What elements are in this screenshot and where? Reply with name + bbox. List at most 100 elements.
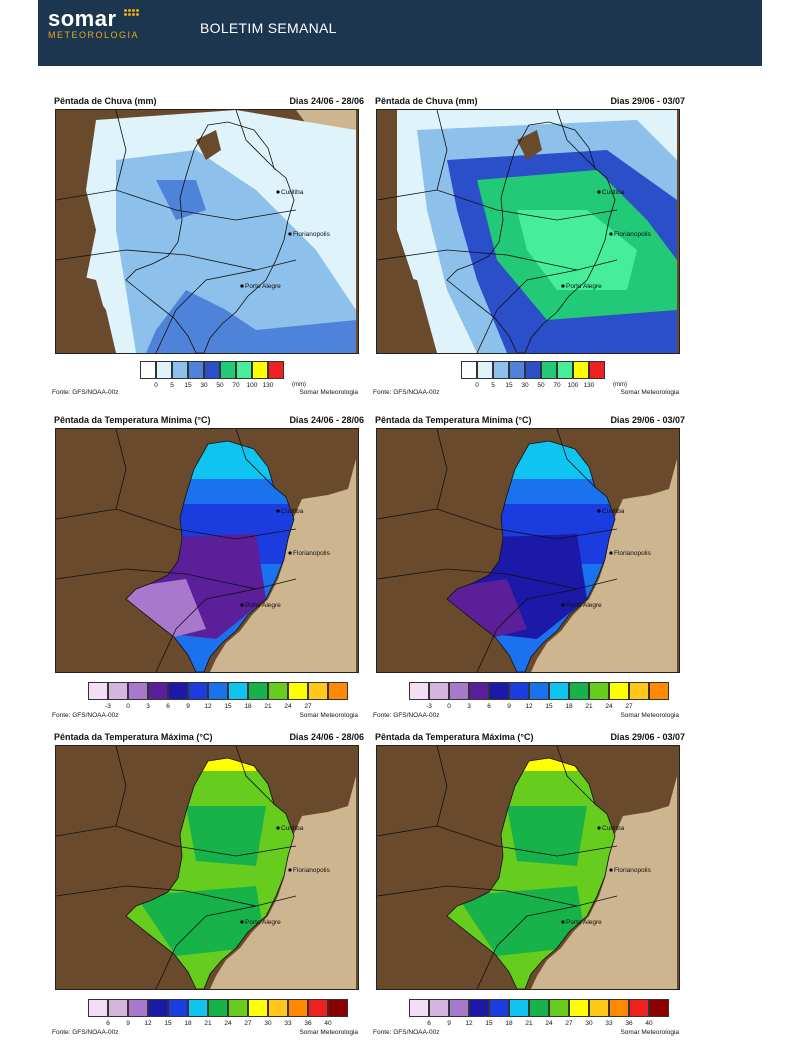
region-outline xyxy=(125,757,295,989)
border-line-2 xyxy=(436,746,448,827)
border-line-4 xyxy=(155,905,257,989)
legend-swatch xyxy=(573,361,589,379)
legend-tick-label: 15 xyxy=(505,382,513,389)
legend-swatch xyxy=(409,999,429,1017)
legend-swatch xyxy=(477,361,493,379)
legend-tick-label: 9 xyxy=(186,703,190,710)
legend-swatch xyxy=(649,682,669,700)
legend-tick-label: 3 xyxy=(467,703,471,710)
legend-swatch xyxy=(208,682,228,700)
legend-tick-label: 6 xyxy=(487,703,491,710)
legend-swatch xyxy=(248,999,268,1017)
legend-tick-label: 21 xyxy=(525,1020,533,1027)
legend-tick-label: 12 xyxy=(144,1020,152,1027)
source-label: Fonte: GFS/NOAA-00z xyxy=(52,1029,119,1036)
legend-swatch xyxy=(236,361,252,379)
legend-tick-label: 100 xyxy=(246,382,258,389)
legend-swatch xyxy=(128,682,148,700)
legend-swatch xyxy=(461,361,477,379)
legend-swatch xyxy=(489,999,509,1017)
panel-title: Pêntada de Chuva (mm) xyxy=(375,96,478,106)
legend-swatch xyxy=(308,682,328,700)
panel-title: Pêntada de Chuva (mm) xyxy=(54,96,157,106)
legend-swatch xyxy=(509,682,529,700)
legend-tick-label: 0 xyxy=(475,382,479,389)
panel-date: Dias 24/06 - 28/06 xyxy=(289,732,364,742)
color-legend: 0 5 15 30 50 70 100 130 (mm) Fonte: GFS/NOAA-00z S… xyxy=(373,361,685,401)
legend-tick-label: 50 xyxy=(216,382,224,389)
border-line-1 xyxy=(377,249,618,271)
legend-swatch xyxy=(509,999,529,1017)
legend-tick-label: 30 xyxy=(200,382,208,389)
panel-title: Pêntada da Temperatura Mínima (°C) xyxy=(54,415,211,425)
legend-tick-label: 12 xyxy=(525,703,533,710)
legend-swatch xyxy=(489,682,509,700)
legend-tick-label: 33 xyxy=(284,1020,292,1027)
credit-label: Somar Meteorologia xyxy=(299,1029,358,1036)
legend-swatch xyxy=(168,682,188,700)
border-line-1 xyxy=(56,885,297,907)
legend-swatch xyxy=(589,361,605,379)
legend-tick-label: 18 xyxy=(184,1020,192,1027)
legend-swatch xyxy=(268,999,288,1017)
city-label-0: Curitiba xyxy=(602,508,625,515)
region-outline xyxy=(125,440,295,672)
legend-tick-label: 0 xyxy=(447,703,451,710)
legend-swatch xyxy=(228,682,248,700)
map-image: Curitiba Florianopolis Porto Alegre xyxy=(376,109,680,354)
legend-tick-label: 36 xyxy=(625,1020,633,1027)
legend-swatch xyxy=(493,361,509,379)
legend-swatch xyxy=(128,999,148,1017)
border-line-1 xyxy=(56,249,297,271)
color-legend: -3 0 3 6 9 12 15 18 21 24 27 Fonte: GFS/NOAA-00z Som… xyxy=(52,682,364,722)
city-marker-1 xyxy=(288,232,292,236)
map-image: Curitiba Florianopolis Porto Alegre xyxy=(55,745,359,990)
region-outline xyxy=(446,440,616,672)
legend-tick-label: 21 xyxy=(585,703,593,710)
ocean-area xyxy=(531,459,677,672)
ocean-area xyxy=(210,776,356,989)
region-outline xyxy=(446,757,616,989)
city-label-1: Florianopolis xyxy=(614,550,652,557)
legend-tick-label: 9 xyxy=(507,703,511,710)
map-image: Curitiba Florianopolis Porto Alegre xyxy=(55,109,359,354)
legend-tick-label: 70 xyxy=(553,382,561,389)
border-line-4 xyxy=(155,269,257,353)
legend-swatch xyxy=(252,361,268,379)
border-line-0 xyxy=(377,189,618,221)
legend-tick-label: 12 xyxy=(204,703,212,710)
legend-tick-label: 21 xyxy=(264,703,272,710)
rain-contour-30b xyxy=(146,290,356,353)
legend-swatch xyxy=(88,999,108,1017)
logo-subtitle: METEOROLOGIA xyxy=(48,30,140,40)
city-marker-2 xyxy=(561,920,565,924)
legend-tick-label: 6 xyxy=(427,1020,431,1027)
border-line-0 xyxy=(56,508,297,540)
legend-tick-label: -3 xyxy=(426,703,432,710)
legend-swatch xyxy=(108,999,128,1017)
legend-tick-label: 18 xyxy=(505,1020,513,1027)
border-line-3 xyxy=(235,429,277,490)
legend-tick-label: 30 xyxy=(521,382,529,389)
border-line-3 xyxy=(556,429,598,490)
city-marker-0 xyxy=(276,509,280,513)
border-line-0 xyxy=(377,508,618,540)
border-line-4 xyxy=(476,588,578,672)
city-label-1: Florianopolis xyxy=(293,550,331,557)
city-label-2: Porto Alegre xyxy=(566,919,602,926)
legend-swatch xyxy=(148,682,168,700)
legend-swatch xyxy=(308,999,328,1017)
legend-tick-label: 130 xyxy=(262,382,274,389)
legend-tick-label: 130 xyxy=(583,382,595,389)
city-marker-2 xyxy=(561,603,565,607)
source-label: Fonte: GFS/NOAA-00z xyxy=(52,712,119,719)
legend-tick-label: 24 xyxy=(605,703,613,710)
border-line-2 xyxy=(115,746,127,827)
panel-date: Dias 24/06 - 28/06 xyxy=(289,415,364,425)
legend-tick-label: -3 xyxy=(105,703,111,710)
legend-tick-label: 24 xyxy=(545,1020,553,1027)
legend-swatch xyxy=(168,999,188,1017)
legend-swatch xyxy=(328,682,348,700)
legend-tick-label: 27 xyxy=(304,703,312,710)
legend-swatch xyxy=(288,682,308,700)
